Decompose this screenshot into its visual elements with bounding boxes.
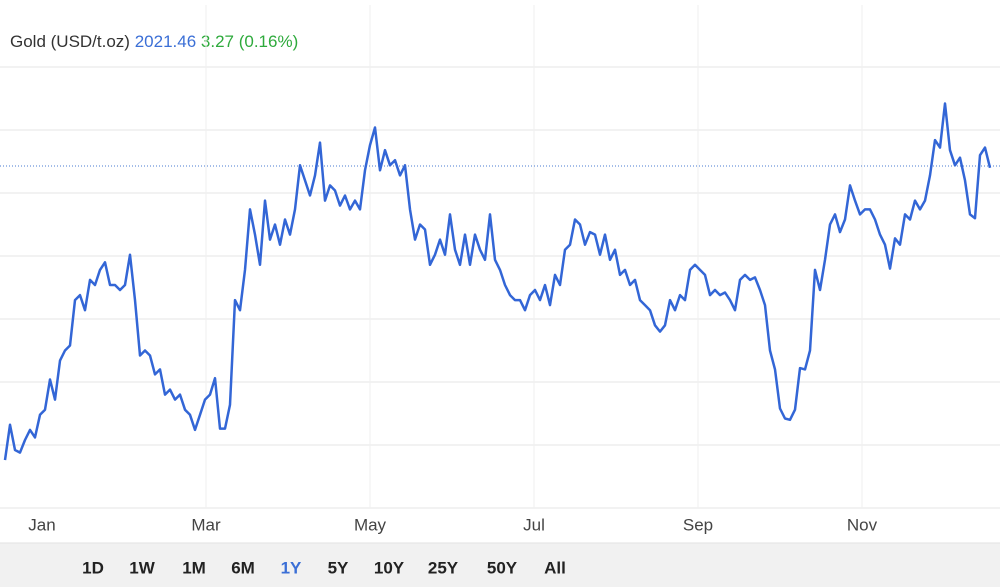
x-tick-label: Jul [523,515,545,534]
change: 3.27 (0.16%) [201,32,298,51]
range-button[interactable]: 6M [231,558,255,577]
title: Gold (USD/t.oz) [10,32,130,51]
range-button[interactable]: 5Y [328,558,349,577]
range-button[interactable]: 50Y [487,558,518,577]
price-line-series [3,102,992,461]
range-button[interactable]: 1M [182,558,206,577]
x-tick-label: Mar [191,515,221,534]
range-button[interactable]: 1Y [281,558,302,577]
price: 2021.46 [135,32,196,51]
range-button[interactable]: 10Y [374,558,405,577]
x-tick-label: Sep [683,515,713,534]
header: Gold (USD/t.oz) 2021.46 3.27 (0.16%) [10,32,298,51]
range-button[interactable]: 1W [129,558,155,577]
x-tick-label: Nov [847,515,878,534]
toolbar [0,543,1000,587]
range-button[interactable]: 1D [82,558,104,577]
range-button[interactable]: 25Y [428,558,459,577]
x-tick-label: May [354,515,387,534]
range-button[interactable]: All [544,558,566,577]
x-tick-label: Jan [28,515,55,534]
